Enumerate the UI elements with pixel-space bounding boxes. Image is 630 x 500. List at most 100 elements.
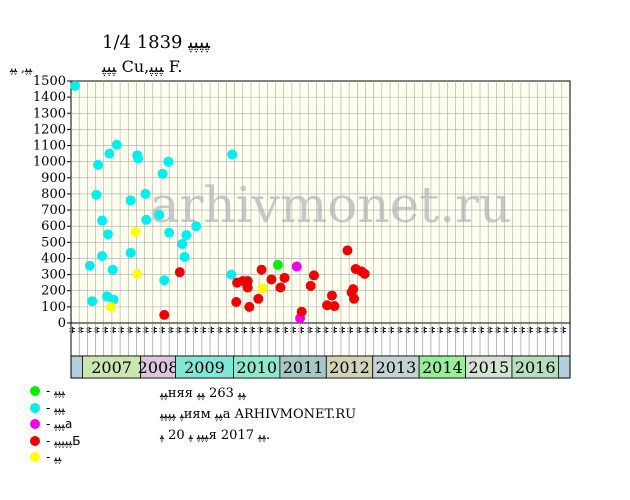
month-label: ﭙﭙ — [503, 326, 514, 334]
y-tick-label: 1000 — [33, 155, 66, 170]
month-label: ﭙﭙ — [151, 326, 162, 334]
data-point — [296, 306, 307, 317]
month-row — [70, 322, 571, 357]
month-label: ﭙﭙ — [494, 326, 505, 334]
note-line: ﭙﭙﭙ ﭙ 20 ﭙя 2017 ﭙﭙ. — [160, 428, 271, 443]
month-label: ﭙﭙ — [380, 326, 391, 334]
y-tick-label: 600 — [41, 219, 66, 234]
month-label: ﭙﭙ — [102, 326, 113, 334]
month-label: ﭙﭙ — [143, 326, 154, 334]
data-point — [102, 229, 113, 240]
month-label: ﭙﭙ — [110, 326, 121, 334]
month-label: ﭙﭙ — [519, 326, 530, 334]
legend-item: - ﭙﭙﭙ — [30, 400, 81, 417]
legend-item: - ﭙﭙﭙа — [30, 416, 81, 433]
month-label: ﭙﭙ — [560, 326, 571, 334]
month-label: ﭙﭙ — [241, 326, 252, 334]
data-point — [342, 245, 353, 256]
y-tick-label: 400 — [41, 251, 66, 266]
data-point — [244, 301, 255, 312]
data-point — [84, 260, 95, 271]
legend-label: - ﭙﭙ — [46, 450, 62, 465]
month-label: ﭙﭙ — [454, 326, 465, 334]
month-label: ﭙﭙ — [372, 326, 383, 334]
legend-item: - ﭙﭙ — [30, 449, 81, 466]
y-tick-label: 1400 — [33, 90, 66, 105]
month-label: ﭙﭙ — [421, 326, 432, 334]
y-tick-label: 0 — [58, 316, 66, 331]
month-label: ﭙﭙ — [216, 326, 227, 334]
month-label: ﭙﭙ — [339, 326, 350, 334]
data-point — [242, 276, 253, 287]
data-point — [174, 267, 185, 278]
month-label: ﭙﭙ — [413, 326, 424, 334]
data-point — [97, 215, 108, 226]
month-label: ﭙﭙ — [159, 326, 170, 334]
month-label: ﭙﭙ — [396, 326, 407, 334]
data-point — [326, 290, 337, 301]
data-point — [257, 283, 268, 294]
month-label: ﭙﭙ — [364, 326, 375, 334]
data-point — [107, 264, 118, 275]
data-point — [133, 153, 144, 164]
y-tick-label: 300 — [41, 268, 66, 283]
legend-marker — [30, 435, 40, 446]
year-label: 2010 — [236, 358, 277, 377]
month-label: ﭙﭙ — [544, 326, 555, 334]
data-point — [164, 227, 175, 238]
month-label: ﭙﭙ — [200, 326, 211, 334]
data-point — [308, 270, 319, 281]
data-point — [140, 188, 151, 199]
month-label: ﭙﭙ — [184, 326, 195, 334]
y-axis-label: ﭙﭙ, ﭙﭙ — [10, 61, 33, 75]
data-point — [256, 264, 267, 275]
month-label: ﭙﭙ — [478, 326, 489, 334]
data-point — [125, 247, 136, 258]
data-point — [181, 230, 192, 241]
month-label: ﭙﭙ — [437, 326, 448, 334]
month-label: ﭙﭙ — [323, 326, 334, 334]
data-point — [87, 296, 98, 307]
legend: - ﭙﭙﭙ - ﭙﭙﭙ - ﭙﭙﭙа - ﭙﭙﭙﭙﭙБ - ﭙﭙ — [30, 383, 81, 466]
data-point — [272, 259, 283, 270]
plot-area — [70, 80, 571, 324]
y-tick-label: 100 — [41, 300, 66, 315]
month-label: ﭙﭙ — [290, 326, 301, 334]
month-label: ﭙﭙ — [470, 326, 481, 334]
data-point — [130, 226, 141, 237]
month-label: ﭙﭙ — [445, 326, 456, 334]
data-point — [70, 80, 81, 91]
y-tick-label: 1200 — [33, 122, 66, 137]
month-label: ﭙﭙ — [85, 326, 96, 334]
y-tick-label: 1100 — [33, 139, 66, 154]
chart-subtitle: ﭙﭙﭙ Cu,ﭙﭙﭙ F. — [102, 57, 183, 76]
year-label: 2009 — [184, 358, 225, 377]
data-point — [227, 149, 238, 160]
month-label: ﭙﭙ — [404, 326, 415, 334]
data-point — [305, 280, 316, 291]
month-label: ﭙﭙ — [135, 326, 146, 334]
y-tick-label: 500 — [41, 235, 66, 250]
y-tick-label: 900 — [41, 171, 66, 186]
month-label: ﭙﭙ — [511, 326, 522, 334]
year-label: 2011 — [283, 358, 324, 377]
data-point — [154, 209, 165, 220]
data-point — [329, 301, 340, 312]
data-point — [231, 297, 242, 308]
month-label: ﭙﭙ — [535, 326, 546, 334]
year-label: 2012 — [329, 358, 370, 377]
y-tick-label: 200 — [41, 284, 66, 299]
month-label: ﭙﭙ — [233, 326, 244, 334]
y-tick-label: 1500 — [33, 74, 66, 89]
y-tick-label: 700 — [41, 203, 66, 218]
month-label: ﭙﭙ — [265, 326, 276, 334]
data-point — [191, 221, 202, 232]
month-label: ﭙﭙ — [331, 326, 342, 334]
data-point — [159, 309, 170, 320]
month-label: ﭙﭙ — [69, 326, 80, 334]
month-label: ﭙﭙ — [274, 326, 285, 334]
legend-marker — [30, 452, 40, 463]
month-label: ﭙﭙ — [77, 326, 88, 334]
data-point — [132, 268, 143, 279]
data-point — [97, 251, 108, 262]
